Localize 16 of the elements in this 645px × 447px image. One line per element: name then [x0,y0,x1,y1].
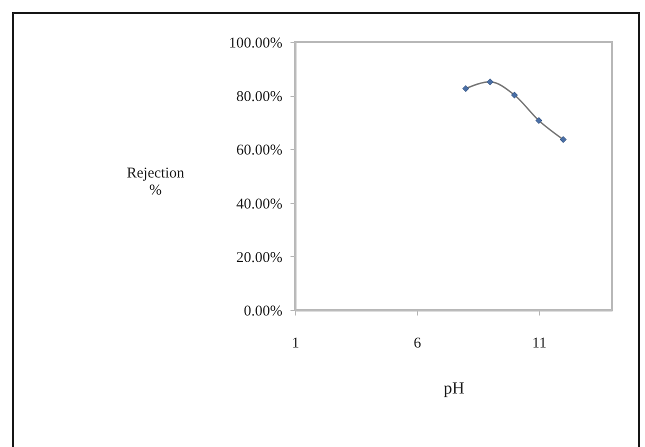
y-tick-label: 40.00% [236,196,282,212]
y-tick-label: 100.00% [228,36,282,52]
x-tick-label: 1 [292,336,300,352]
y-tick-label: 80.00% [236,89,282,106]
point [560,136,567,143]
point [462,85,470,92]
point [486,78,494,86]
point [511,92,518,98]
x-tick-label: 6 [414,336,422,352]
x-axis-title: pH [444,378,464,398]
y-tick-label: 0.00% [244,304,282,320]
y-axis-title: Rejection % [126,166,185,198]
y-tick-label: 20.00% [236,250,282,266]
point [535,117,542,124]
x-tick-label: 11 [532,336,547,352]
y-tick-label: 60.00% [236,142,282,159]
